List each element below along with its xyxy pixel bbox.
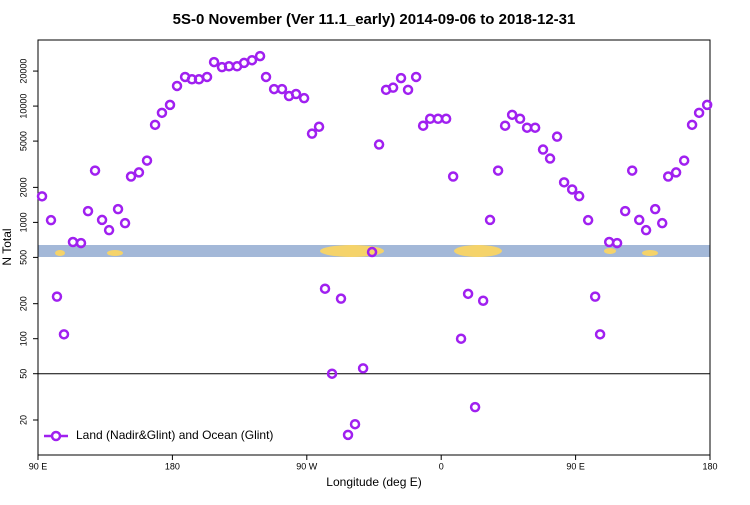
point [156,107,168,119]
point [89,165,101,176]
point [506,109,518,121]
point [395,72,407,84]
x-axis-label: Longitude (deg E) [326,475,421,489]
point [149,119,161,131]
point [558,177,570,188]
point [670,167,682,178]
point [410,71,422,83]
y-tick-label: 20 [18,415,28,425]
point [462,288,474,300]
point [246,54,258,66]
point [417,120,429,131]
point [656,217,668,229]
y-tick-label: 50 [18,369,28,379]
x-tick-label: 90 W [296,461,318,471]
chart-title: 5S-0 November (Ver 11.1_early) 2014-09-0… [173,11,576,28]
point [306,128,318,139]
point [319,283,331,294]
y-tick-label: 200 [18,296,28,311]
point [514,113,526,125]
point [313,121,325,133]
point [125,171,137,182]
point [349,418,361,430]
point [686,119,698,131]
point [119,217,131,229]
point [701,99,713,111]
y-tick-label: 10000 [18,94,28,119]
point [492,165,504,176]
point [455,333,467,344]
point [373,139,385,150]
point [640,224,652,236]
point [589,291,601,302]
point [342,429,354,441]
point [566,184,578,195]
point [36,191,48,202]
point [208,56,220,68]
point [537,144,549,155]
legend-marker [50,430,62,442]
x-tick-label: 180 [702,461,717,471]
y-tick-label: 100 [18,331,28,346]
x-tick-label: 180 [165,461,180,471]
point [649,203,661,215]
point [484,214,496,226]
point [75,237,87,249]
point [611,237,623,249]
map-strip [38,245,710,257]
point [499,120,511,131]
point [326,368,338,379]
point [254,50,266,62]
point [693,107,705,119]
y-axis-label: N Total [0,228,14,265]
point [551,131,563,142]
y-tick-label: 1000 [18,212,28,232]
point [335,293,347,304]
point [366,246,378,258]
point [58,329,70,340]
point [619,205,631,217]
point [171,80,183,92]
legend-label: Land (Nadir&Glint) and Ocean (Glint) [76,428,273,442]
point [164,99,176,111]
point [544,153,556,164]
y-tick-label: 20000 [18,59,28,84]
point [440,113,452,125]
point [96,214,108,226]
point [477,295,489,306]
point [276,83,288,95]
point [387,82,399,93]
point [662,171,674,182]
point [357,363,369,374]
point [260,71,272,83]
point [529,122,541,133]
x-tick-label: 90 E [566,461,585,471]
point [469,401,481,413]
point [290,88,302,100]
point [573,190,585,202]
point [402,84,414,96]
plot-frame [37,39,711,456]
x-tick-label: 90 E [29,461,48,471]
point [447,171,459,182]
point [133,167,145,178]
point [112,203,124,215]
point [582,214,594,226]
y-tick-label: 500 [18,250,28,265]
point [626,165,638,176]
point [594,329,606,340]
point [103,224,115,236]
x-tick-label: 0 [439,461,444,471]
point [51,291,63,302]
point [633,214,645,226]
point [45,214,57,226]
point [201,71,213,83]
point [678,155,690,166]
point [141,155,153,166]
y-tick-label: 5000 [18,131,28,151]
y-tick-label: 2000 [18,177,28,197]
point [82,205,94,217]
point [298,92,310,104]
